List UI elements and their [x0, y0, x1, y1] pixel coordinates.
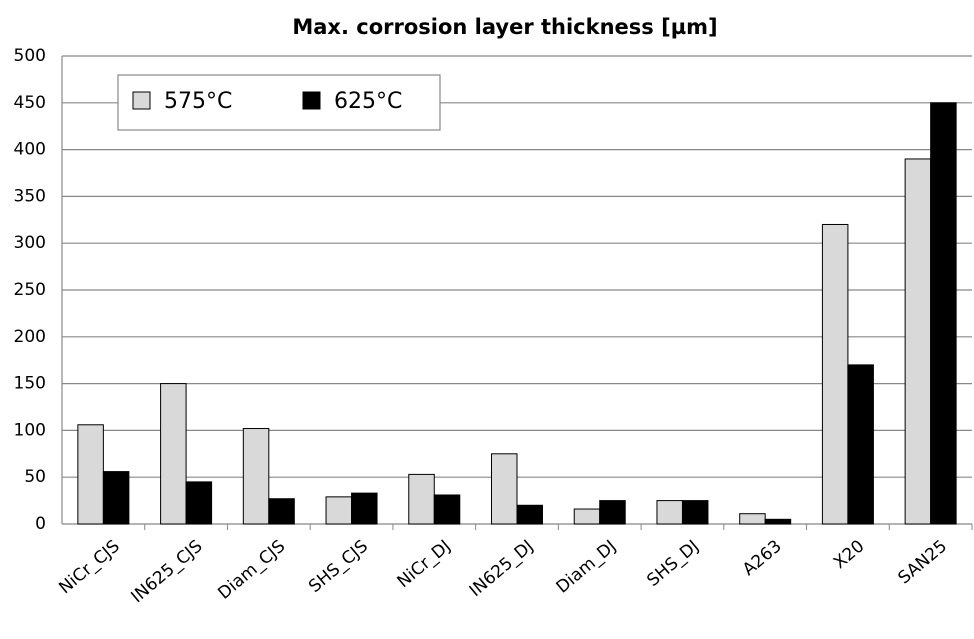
- x-tick-label: SHS_CJS: [305, 536, 372, 597]
- x-tick-label: SHS_DJ: [643, 536, 703, 591]
- y-tick-label: 250: [14, 280, 46, 300]
- y-tick-label: 450: [14, 93, 46, 113]
- x-tick-label: Diam_DJ: [553, 536, 621, 597]
- bar: [433, 494, 461, 525]
- legend-label: 575°C: [164, 89, 232, 114]
- bar: [516, 504, 543, 525]
- bar: [185, 481, 213, 525]
- y-tick-label: 300: [14, 233, 46, 253]
- legend-swatch: [132, 91, 151, 110]
- bar: [408, 473, 435, 525]
- x-tick-label: SAN25: [894, 536, 951, 588]
- y-tick-label: 200: [14, 327, 46, 347]
- bar: [764, 518, 792, 525]
- bar: [656, 500, 683, 525]
- y-tick-label: 350: [14, 186, 46, 206]
- bar: [904, 158, 932, 525]
- x-tick-label: Diam_CJS: [214, 536, 289, 603]
- x-tick-label: A263: [739, 536, 786, 580]
- y-tick-label: 500: [14, 46, 46, 66]
- bar: [847, 364, 874, 525]
- legend-box: [117, 74, 441, 131]
- y-tick-label: 0: [35, 514, 46, 534]
- y-tick-label: 150: [14, 374, 46, 394]
- x-tick-label: IN625_CJS: [128, 536, 207, 607]
- bar: [930, 102, 957, 525]
- bar: [599, 500, 626, 525]
- legend-label: 625°C: [334, 89, 402, 114]
- bar: [160, 383, 187, 525]
- bar: [573, 508, 601, 525]
- bar: [242, 428, 270, 525]
- legend: 575°C 625°C: [117, 74, 441, 131]
- legend-swatch: [302, 91, 321, 110]
- chart-title: Max. corrosion layer thickness [µm]: [292, 15, 717, 39]
- bar: [325, 496, 353, 525]
- x-tick-label: IN625_DJ: [466, 536, 538, 601]
- bar: [77, 424, 104, 525]
- bar: [821, 223, 849, 525]
- bar: [681, 500, 709, 525]
- y-tick-label: 400: [14, 140, 46, 160]
- x-tick-label: NiCr_CJS: [55, 536, 123, 598]
- y-tick-label: 100: [14, 420, 46, 440]
- bar: [351, 492, 378, 525]
- x-tick-label: NiCr_DJ: [394, 536, 455, 592]
- bar: [739, 513, 766, 525]
- bar: [491, 453, 518, 525]
- bar: [102, 471, 130, 525]
- y-tick-label: 50: [24, 467, 46, 487]
- bar: [268, 498, 295, 525]
- x-tick-label: X20: [830, 536, 868, 573]
